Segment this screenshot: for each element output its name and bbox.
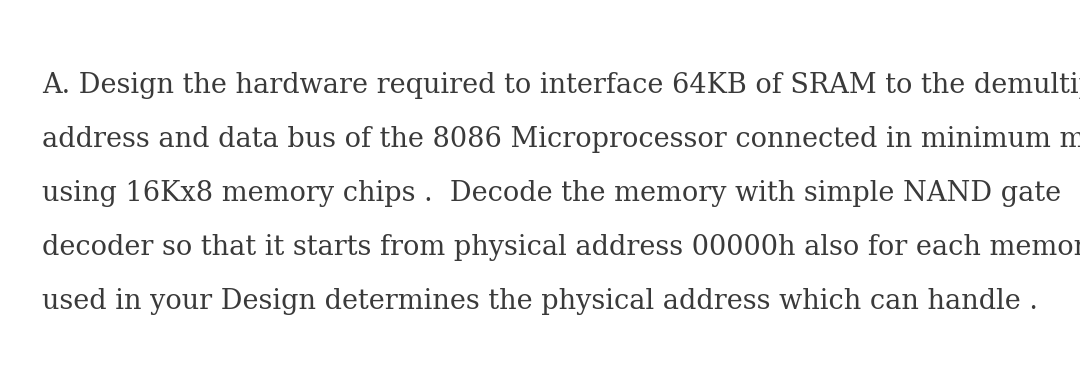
Text: used in your Design determines the physical address which can handle .: used in your Design determines the physi… xyxy=(42,288,1038,315)
Text: address and data bus of the 8086 Microprocessor connected in minimum mode: address and data bus of the 8086 Micropr… xyxy=(42,126,1080,153)
Text: using 16Kx8 memory chips .  Decode the memory with simple NAND gate: using 16Kx8 memory chips . Decode the me… xyxy=(42,180,1062,207)
Text: decoder so that it starts from physical address 00000h also for each memory chip: decoder so that it starts from physical … xyxy=(42,234,1080,261)
Text: A. Design the hardware required to interface 64KB of SRAM to the demultiplexed: A. Design the hardware required to inter… xyxy=(42,72,1080,99)
